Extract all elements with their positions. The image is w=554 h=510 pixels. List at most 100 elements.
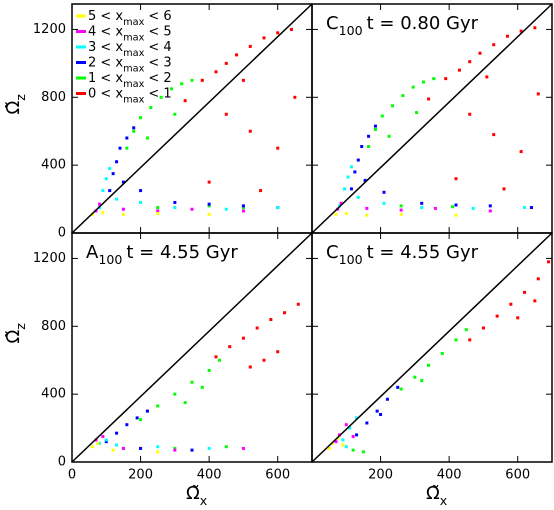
point: [440, 351, 444, 355]
point: [360, 144, 364, 148]
point: [363, 178, 367, 182]
text-part: t = 0.80 Gyr: [367, 13, 479, 34]
point: [173, 392, 177, 396]
x-tick-label: 0: [68, 468, 76, 483]
point: [502, 187, 506, 191]
text-part: 4 < x: [88, 24, 123, 39]
point: [344, 445, 348, 449]
point: [207, 202, 211, 206]
point: [379, 413, 383, 417]
point: [351, 435, 355, 439]
text-part: 0 < x: [88, 86, 123, 101]
point: [516, 316, 520, 320]
point: [351, 448, 355, 452]
x-tick-label: 600: [505, 468, 530, 483]
x-axis-label: Ω̃x: [186, 483, 208, 508]
point: [132, 126, 136, 130]
point: [380, 114, 384, 118]
point: [125, 423, 129, 427]
point: [118, 146, 122, 150]
point: [529, 206, 533, 210]
subscript: max: [123, 48, 144, 59]
text-part: C: [326, 242, 339, 263]
point: [495, 314, 499, 318]
point: [367, 144, 371, 148]
point: [373, 128, 377, 132]
text-part: Ω̃: [426, 483, 440, 504]
y-axis-label: Ω̃z: [3, 94, 28, 115]
point: [248, 129, 252, 133]
point: [101, 211, 105, 215]
subscript: 100: [339, 252, 363, 267]
point: [169, 87, 173, 91]
point: [190, 207, 194, 211]
y-tick-label: 400: [41, 387, 66, 402]
point: [523, 206, 527, 210]
point: [156, 404, 160, 408]
point: [139, 116, 143, 120]
point: [224, 112, 228, 116]
point: [115, 443, 119, 447]
point: [427, 97, 431, 101]
y-tick-label: 400: [41, 158, 66, 173]
subscript: x: [440, 493, 448, 508]
point: [327, 446, 331, 450]
x-tick-label: 200: [368, 468, 393, 483]
point: [399, 208, 403, 212]
legend-label: 0 < xmax < 1: [88, 86, 172, 105]
point: [173, 112, 177, 116]
diagonal: [71, 232, 313, 463]
text-part: < 6: [148, 9, 171, 24]
point: [334, 440, 338, 444]
y-tick-label: 800: [41, 90, 66, 105]
text-part: 5 < x: [88, 9, 123, 24]
legend-label: 1 < xmax < 2: [88, 71, 172, 90]
point: [183, 99, 187, 103]
point: [505, 34, 509, 38]
y-axis-label: Ω̃z: [3, 323, 28, 344]
point: [159, 95, 163, 99]
point: [276, 31, 280, 35]
point: [156, 206, 160, 210]
point: [533, 26, 537, 30]
point: [125, 146, 129, 150]
subscript: max: [123, 32, 144, 43]
point: [101, 189, 105, 193]
plot-area: [327, 260, 551, 454]
frame: [311, 232, 553, 463]
point: [519, 29, 523, 33]
subscript: max: [123, 94, 144, 105]
point: [190, 380, 194, 384]
text-part: Ω̃: [3, 330, 24, 344]
text-part: < 5: [148, 24, 171, 39]
point: [207, 368, 211, 372]
point: [207, 204, 211, 208]
plot-area: [334, 26, 540, 217]
legend-label: 4 < xmax < 5: [88, 24, 172, 43]
text-part: 1 < x: [88, 71, 123, 86]
point: [488, 204, 492, 208]
point: [349, 187, 353, 191]
point: [135, 416, 139, 420]
point: [111, 448, 115, 452]
text-part: < 2: [148, 71, 171, 86]
point: [367, 134, 371, 138]
point: [269, 318, 273, 322]
point: [235, 53, 239, 57]
point: [121, 180, 125, 184]
point: [365, 421, 369, 425]
point: [108, 189, 112, 193]
point: [492, 43, 496, 47]
subscript: 100: [339, 23, 363, 38]
point: [457, 68, 461, 72]
point: [399, 212, 403, 216]
legend-label: 3 < xmax < 4: [88, 40, 172, 59]
point: [262, 36, 266, 40]
text-part: A: [86, 242, 99, 263]
point: [454, 213, 458, 217]
text-part: Ω̃: [3, 101, 24, 115]
text-part: < 3: [148, 55, 171, 70]
point: [411, 85, 415, 89]
point: [432, 77, 436, 81]
